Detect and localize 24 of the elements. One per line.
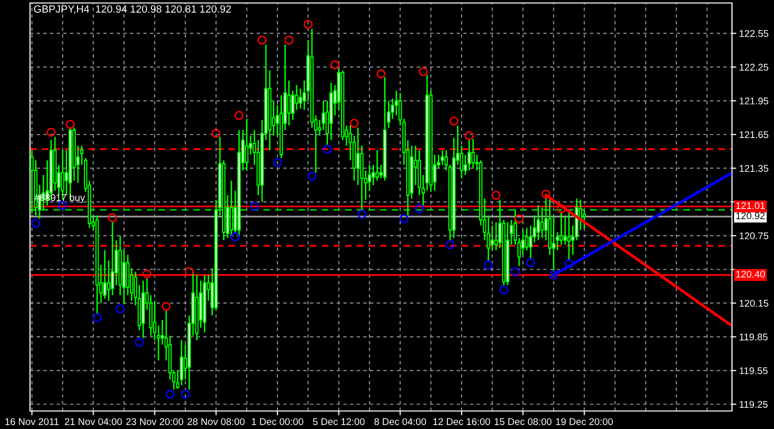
x-tick-label: 12 Dec 16:00 xyxy=(433,418,490,426)
x-tick-label: 19 Dec 20:00 xyxy=(556,418,613,426)
x-tick-label: 23 Nov 20:00 xyxy=(126,418,184,426)
x-tick-label: 5 Dec 12:00 xyxy=(312,418,365,426)
y-tick-label: 122.55 xyxy=(740,30,768,37)
y-tick-label: 121.35 xyxy=(740,164,768,172)
y-tick-label: 120.75 xyxy=(740,232,768,240)
x-tick-label: 15 Dec 08:00 xyxy=(494,418,552,426)
y-tick-label: 119.55 xyxy=(740,367,768,374)
x-tick-label: 21 Nov 04:00 xyxy=(64,418,122,426)
y-tick-label: 122.25 xyxy=(740,64,768,71)
y-tick-label: 120.15 xyxy=(740,300,768,307)
x-tick-label: 16 Nov 2011 xyxy=(5,418,59,426)
x-tick-label: 8 Dec 04:00 xyxy=(374,418,426,426)
y-tick-label: 119.85 xyxy=(740,334,768,340)
chart-title: GBPJPY,H4 120.94 120.98 120.81 120.92 xyxy=(34,5,231,14)
ref-line-label: 121.01 xyxy=(736,202,765,210)
y-tick-label: 119.25 xyxy=(740,400,768,408)
ref-line-label: 120.92 xyxy=(736,212,765,220)
x-tick-label: 1 Dec 00:00 xyxy=(252,418,304,426)
x-tick-label: 28 Nov 08:00 xyxy=(188,418,245,426)
y-tick-label: 121.95 xyxy=(740,98,768,104)
ref-line-label: 120.40 xyxy=(736,270,765,278)
y-tick-label: 121.65 xyxy=(740,131,768,138)
